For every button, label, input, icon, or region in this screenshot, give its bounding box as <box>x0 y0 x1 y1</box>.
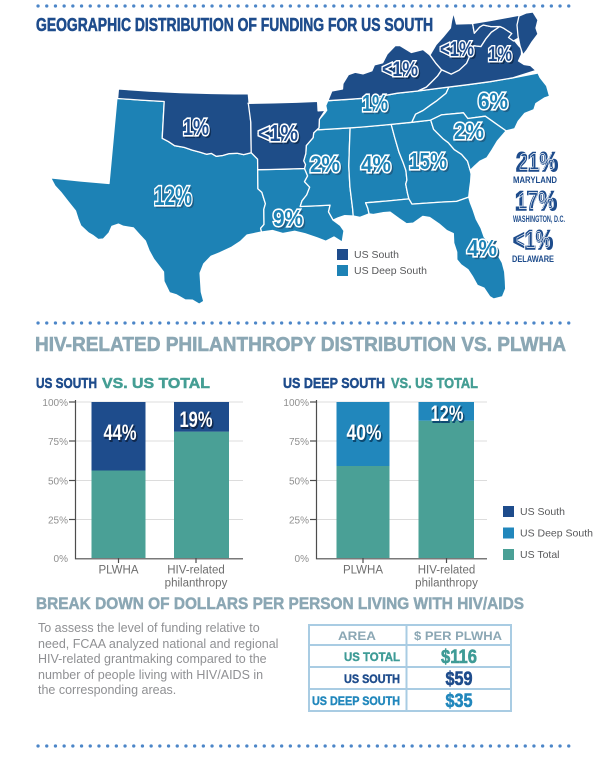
svg-text:VS. US TOTAL: VS. US TOTAL <box>391 376 478 392</box>
svg-text:75%: 75% <box>48 437 68 448</box>
svg-text:50%: 50% <box>48 477 68 488</box>
svg-text:17%: 17% <box>518 188 553 214</box>
svg-text:PLWHA: PLWHA <box>98 565 138 577</box>
svg-text:4%: 4% <box>361 151 391 177</box>
svg-text:12%: 12% <box>431 401 464 426</box>
svg-text:US South: US South <box>520 506 565 518</box>
svg-text:4%: 4% <box>363 153 393 179</box>
svg-text:1%: 1% <box>185 116 211 142</box>
svg-text:US DEEP SOUTH: US DEEP SOUTH <box>312 694 400 708</box>
svg-text:44%: 44% <box>105 422 138 447</box>
svg-text:<1%: <1% <box>513 225 553 255</box>
svg-text:6%: 6% <box>480 90 510 116</box>
svg-text:US DEEP SOUTH: US DEEP SOUTH <box>283 376 385 392</box>
svg-text:$ PER PLWHA: $ PER PLWHA <box>414 629 502 643</box>
svg-text:US SOUTH: US SOUTH <box>344 672 400 686</box>
svg-text:AREA: AREA <box>338 629 376 643</box>
svg-text:1%: 1% <box>364 92 390 118</box>
svg-text:US TOTAL: US TOTAL <box>344 650 400 664</box>
svg-text:<1%: <1% <box>384 60 420 83</box>
svg-text:need, FCAA analyzed national a: need, FCAA analyzed national and regiona… <box>38 637 278 651</box>
svg-text:12%: 12% <box>156 183 194 213</box>
svg-text:GEOGRAPHIC DISTRIBUTION OF FUN: GEOGRAPHIC DISTRIBUTION OF FUNDING FOR U… <box>36 15 433 35</box>
svg-text:0%: 0% <box>54 554 69 565</box>
svg-text:number of people living with H: number of people living with HIV/AIDS in <box>38 668 263 682</box>
svg-text:$59: $59 <box>446 669 473 690</box>
svg-text:1%: 1% <box>488 43 512 66</box>
svg-text:US SOUTH: US SOUTH <box>36 376 97 392</box>
svg-text:50%: 50% <box>289 477 309 488</box>
svg-text:9%: 9% <box>273 205 303 231</box>
svg-text:philanthropy: philanthropy <box>415 578 478 590</box>
svg-text:40%: 40% <box>347 420 382 445</box>
svg-text:2%: 2% <box>454 118 484 144</box>
svg-text:15%: 15% <box>409 148 447 174</box>
svg-text:4%: 4% <box>467 235 497 261</box>
svg-text:HIV-related: HIV-related <box>167 565 225 577</box>
svg-text:<1%: <1% <box>516 227 550 253</box>
svg-text:21%: 21% <box>516 147 558 177</box>
svg-text:<1%: <1% <box>442 40 476 63</box>
svg-text:PLWHA: PLWHA <box>343 565 383 577</box>
svg-text:12%: 12% <box>154 181 192 211</box>
svg-text:<1%: <1% <box>260 122 300 148</box>
svg-text:21%: 21% <box>519 149 554 175</box>
svg-text:US South: US South <box>354 249 399 261</box>
svg-text:<1%: <1% <box>440 38 474 61</box>
svg-text:To assess the level of funding: To assess the level of funding relative … <box>38 621 260 635</box>
svg-text:17%: 17% <box>515 186 557 216</box>
svg-text:1%: 1% <box>183 114 209 140</box>
svg-text:100%: 100% <box>42 398 68 409</box>
svg-text:<1%: <1% <box>382 58 418 81</box>
svg-text:HIV-related: HIV-related <box>418 565 476 577</box>
svg-text:WASHINGTON, D.C.: WASHINGTON, D.C. <box>513 214 565 225</box>
svg-text:9%: 9% <box>275 207 305 233</box>
svg-text:philanthropy: philanthropy <box>165 578 228 590</box>
svg-text:$116: $116 <box>441 647 477 668</box>
svg-text:2%: 2% <box>456 120 486 146</box>
svg-text:25%: 25% <box>289 516 309 527</box>
svg-text:19%: 19% <box>180 407 213 432</box>
svg-text:1%: 1% <box>490 45 514 68</box>
svg-text:6%: 6% <box>478 88 508 114</box>
svg-text:0%: 0% <box>295 554 310 565</box>
svg-text:HIV-related grantmaking compar: HIV-related grantmaking compared to the <box>38 652 267 666</box>
svg-text:19%: 19% <box>181 409 214 434</box>
svg-text:4%: 4% <box>469 237 499 263</box>
svg-text:US Deep South: US Deep South <box>520 528 593 540</box>
svg-text:US Deep South: US Deep South <box>354 265 427 277</box>
svg-text:40%: 40% <box>348 422 383 447</box>
svg-text:US Total: US Total <box>520 549 560 561</box>
svg-text:75%: 75% <box>289 437 309 448</box>
svg-text:25%: 25% <box>48 516 68 527</box>
svg-text:HIV-RELATED PHILANTHROPY DISTR: HIV-RELATED PHILANTHROPY DISTRIBUTION VS… <box>35 334 566 356</box>
svg-text:12%: 12% <box>432 403 465 428</box>
svg-text:2%: 2% <box>312 153 342 179</box>
svg-text:<1%: <1% <box>258 120 298 146</box>
svg-text:$35: $35 <box>446 691 473 712</box>
svg-text:15%: 15% <box>411 150 449 176</box>
svg-text:100%: 100% <box>283 398 309 409</box>
svg-text:DELAWARE: DELAWARE <box>512 254 554 265</box>
svg-text:the corresponding areas.: the corresponding areas. <box>38 683 176 697</box>
svg-text:BREAK DOWN OF DOLLARS PER PERS: BREAK DOWN OF DOLLARS PER PERSON LIVING … <box>36 594 524 613</box>
svg-text:MARYLAND: MARYLAND <box>513 175 557 186</box>
svg-text:VS. US TOTAL: VS. US TOTAL <box>102 376 210 392</box>
svg-text:1%: 1% <box>362 90 388 116</box>
svg-text:2%: 2% <box>310 151 340 177</box>
svg-text:44%: 44% <box>104 420 137 445</box>
